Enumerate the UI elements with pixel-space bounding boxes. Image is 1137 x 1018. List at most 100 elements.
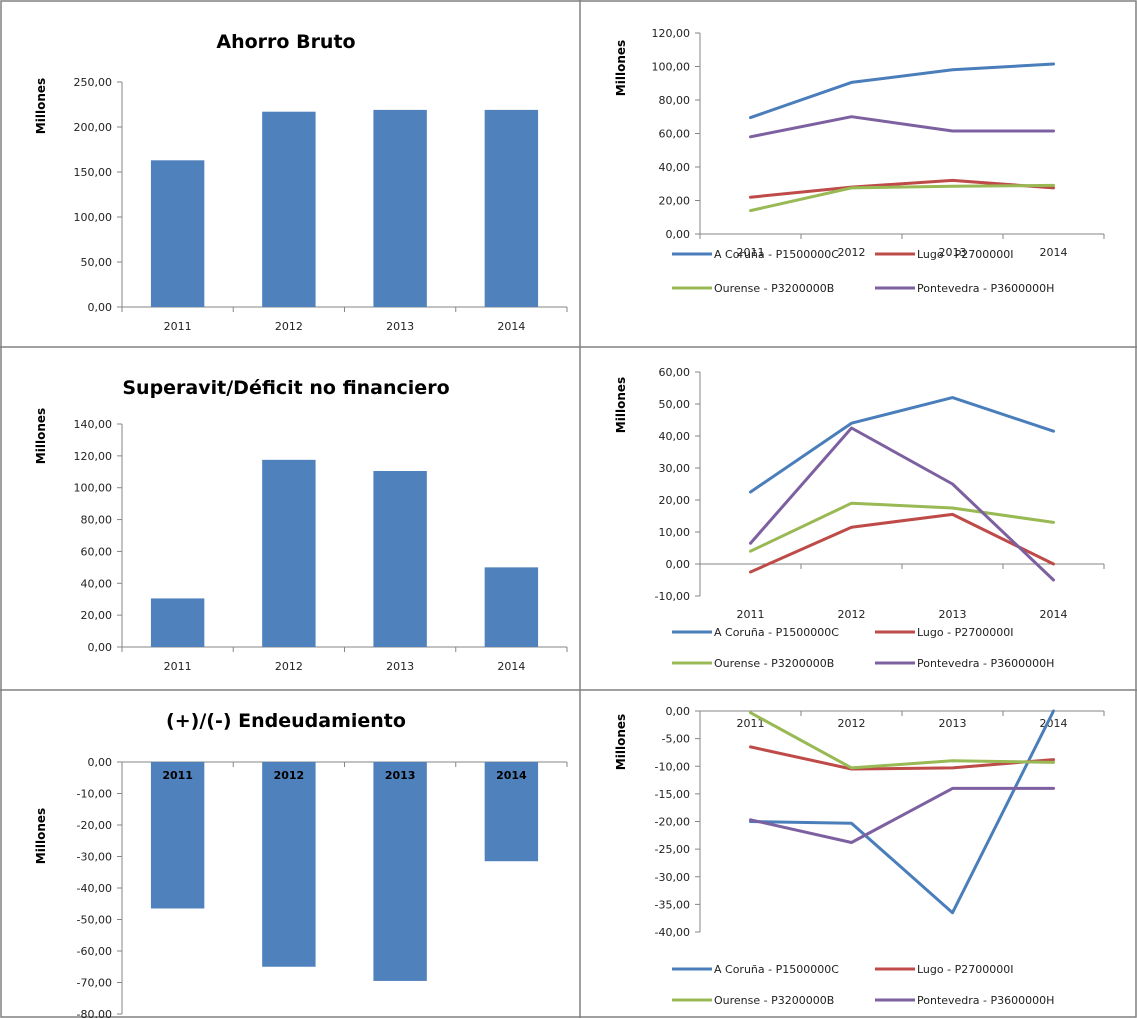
y-tick-label: 150,00 (74, 166, 113, 179)
series-line-4 (749, 786, 1055, 844)
y-tick-label: 0,00 (88, 756, 113, 769)
x-tick-label: 2014 (1040, 246, 1068, 259)
x-tick-label: 2014 (497, 320, 525, 333)
y-tick-label: 100,00 (74, 211, 113, 224)
chart-title: Superavit/Déficit no financiero (122, 377, 449, 399)
x-tick-label: 2014 (496, 769, 527, 782)
bar-2011 (150, 762, 205, 909)
chart-panel-5: (+)/(-) Endeudamiento Millones -80,00 -70,0… (34, 710, 568, 1018)
x-tick-label: 2011 (164, 660, 192, 673)
y-tick-label: -60,00 (77, 945, 112, 958)
legend-label: Pontevedra - P3600000H (917, 282, 1054, 295)
x-tick-label: 2013 (385, 769, 416, 782)
legend-item: A Coruña - P1500000C (672, 963, 839, 976)
series-line-2 (749, 178, 1055, 199)
y-tick-label: -50,00 (77, 914, 112, 927)
legend-item: Pontevedra - P3600000H (875, 657, 1054, 670)
y-tick-label: -70,00 (77, 977, 112, 990)
y-tick-label: -40,00 (655, 926, 690, 939)
bar-2014 (484, 567, 539, 647)
y-axis-label: Millones (34, 78, 48, 134)
y-tick-label: 30,00 (659, 462, 691, 475)
bar-2012 (262, 762, 316, 967)
y-tick-label: 0,00 (666, 228, 691, 241)
chart-title: (+)/(-) Endeudamiento (166, 710, 406, 732)
y-tick-label: 80,00 (81, 514, 113, 527)
series-line-3 (749, 711, 1055, 770)
legend-item: A Coruña - P1500000C (672, 248, 839, 261)
bar-2012 (262, 111, 316, 307)
y-tick-label: 0,00 (88, 301, 113, 314)
y-tick-label: 80,00 (659, 94, 691, 107)
y-tick-label: 100,00 (74, 482, 113, 495)
y-tick-label: -5,00 (662, 733, 690, 746)
x-tick-label: 2012 (838, 717, 866, 730)
series-line-2 (749, 512, 1055, 574)
x-tick-label: 2014 (497, 660, 525, 673)
chart-panel-1: Ahorro Bruto Millones 0,00 50,00 100,00 150,0… (34, 31, 568, 333)
y-tick-label: 40,00 (659, 161, 691, 174)
y-tick-label: 200,00 (74, 121, 113, 134)
y-tick-label: 60,00 (81, 545, 113, 558)
y-tick-label: -10,00 (77, 788, 112, 801)
y-tick-label: 20,00 (659, 494, 691, 507)
legend-item: Lugo - P2700000I (875, 963, 1013, 976)
bar-2011 (150, 160, 205, 307)
x-tick-label: 2012 (838, 608, 866, 621)
legend-label: Lugo - P2700000I (917, 626, 1013, 639)
y-tick-label: 50,00 (81, 256, 113, 269)
y-tick-label: 120,00 (652, 27, 691, 40)
series-line-4 (749, 115, 1055, 139)
legend-item: Pontevedra - P3600000H (875, 994, 1054, 1007)
legend-label: A Coruña - P1500000C (714, 248, 839, 261)
legend-label: Ourense - P3200000B (714, 994, 834, 1007)
y-tick-label: 40,00 (81, 577, 113, 590)
bar-2014 (484, 109, 539, 308)
y-tick-label: -30,00 (77, 851, 112, 864)
x-tick-label: 2012 (275, 320, 303, 333)
legend-label: Lugo - P2700000I (917, 248, 1013, 261)
y-tick-label: 10,00 (659, 526, 691, 539)
legend-item: Ourense - P3200000B (672, 282, 834, 295)
series-line-1 (749, 62, 1055, 120)
x-tick-label: 2012 (838, 246, 866, 259)
bar-2012 (262, 459, 316, 647)
x-tick-label: 2012 (275, 660, 303, 673)
y-tick-label: -30,00 (655, 871, 690, 884)
legend-label: Pontevedra - P3600000H (917, 657, 1054, 670)
x-tick-label: 2013 (386, 320, 414, 333)
chart-title: Ahorro Bruto (216, 31, 355, 53)
y-tick-label: -40,00 (77, 882, 112, 895)
legend-label: Ourense - P3200000B (714, 657, 834, 670)
chart-panel-4: Millones -10,00 0,00 10,00 20,00 30,00 40,00 50… (614, 366, 1105, 670)
y-tick-label: -20,00 (77, 819, 112, 832)
bar-2013 (373, 109, 427, 308)
y-axis-label: Millones (614, 714, 628, 770)
y-tick-label: 0,00 (666, 705, 691, 718)
x-tick-label: 2014 (1040, 608, 1068, 621)
y-tick-label: 60,00 (659, 128, 691, 141)
y-axis-label: Millones (614, 40, 628, 96)
legend-item: Pontevedra - P3600000H (875, 282, 1054, 295)
chart-panel-6: Millones -40,00 -35,00 -30,00 -25,00 -20,00 -1… (614, 705, 1105, 1007)
bar-2011 (150, 598, 205, 647)
y-tick-label: -35,00 (655, 898, 690, 911)
y-tick-label: 60,00 (659, 366, 691, 379)
y-axis-label: Millones (34, 408, 48, 464)
legend-label: Pontevedra - P3600000H (917, 994, 1054, 1007)
y-tick-label: -20,00 (655, 816, 690, 829)
legend-label: Ourense - P3200000B (714, 282, 834, 295)
y-tick-label: -10,00 (655, 590, 690, 603)
y-axis-label: Millones (34, 808, 48, 864)
y-tick-label: 120,00 (74, 450, 113, 463)
legend-label: Lugo - P2700000I (917, 963, 1013, 976)
y-tick-label: 40,00 (659, 430, 691, 443)
bar-2014 (484, 762, 539, 862)
y-tick-label: -80,00 (77, 1008, 112, 1018)
y-tick-label: 20,00 (81, 609, 113, 622)
series-line-1 (749, 396, 1055, 494)
x-tick-label: 2011 (737, 608, 765, 621)
x-tick-label: 2012 (274, 769, 305, 782)
y-tick-label: 0,00 (88, 641, 113, 654)
